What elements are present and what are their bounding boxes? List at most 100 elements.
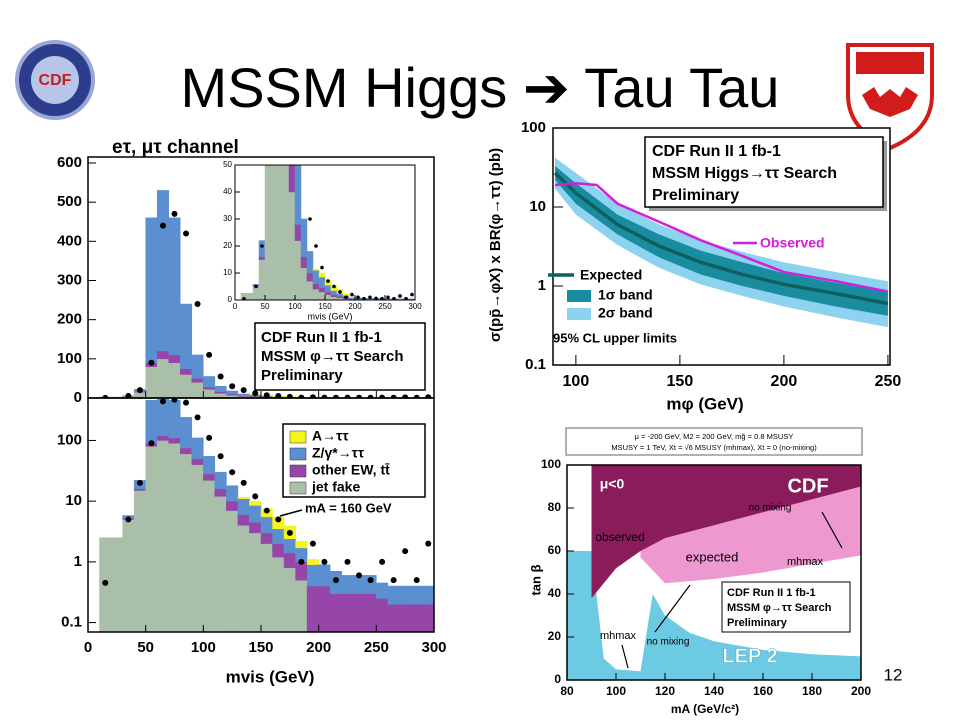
bar-segment [145, 366, 158, 398]
x-tick-label: 250 [875, 373, 902, 390]
data-point [275, 393, 282, 398]
header-text: μ = -200 GeV, M2 = 200 GeV, mg̃ = 0.8 MS… [635, 432, 794, 441]
bar-segment [191, 354, 204, 379]
data-point [136, 387, 143, 394]
x-axis-label: mφ (GeV) [666, 394, 743, 413]
x-tick-label: 150 [248, 639, 273, 656]
inset-bar-segment [306, 272, 314, 282]
bar-segment [260, 543, 273, 632]
bar-segment [226, 390, 239, 395]
annotation: mA = 160 GeV [305, 500, 392, 515]
bar-segment [318, 564, 331, 587]
data-point [240, 479, 247, 486]
data-point [229, 383, 236, 390]
x-tick-label: 100 [191, 639, 216, 656]
legend-label: 2σ band [598, 305, 653, 321]
annotation: μ<0 [600, 476, 625, 492]
logo-center [31, 56, 79, 104]
legend-box [282, 423, 426, 498]
inset-bar-segment [246, 293, 254, 300]
inset-bar-segment [336, 293, 344, 297]
annotation-arrow [621, 644, 629, 669]
inset-bar-segment [306, 280, 314, 300]
data-point [379, 558, 386, 565]
data-point [413, 394, 420, 398]
info-text: Preliminary [652, 187, 739, 204]
x-tick-label: 120 [655, 684, 675, 698]
logo-text: CDF [39, 72, 72, 89]
y-tick-label: 10 [65, 492, 82, 509]
header-box [565, 427, 863, 456]
data-point [159, 398, 166, 405]
data-point [159, 222, 166, 229]
legend-swatch [289, 481, 307, 495]
inset-bar-segment [300, 256, 308, 268]
x-tick-label: 100 [563, 373, 590, 390]
bar-segment [295, 579, 308, 632]
bar-segment [180, 447, 193, 455]
inset-data-point [380, 296, 384, 300]
inset-bar-segment [324, 291, 332, 295]
inset-bar-segment [348, 296, 356, 298]
bar-segment [237, 498, 250, 515]
info-box [721, 581, 851, 633]
data-point [194, 414, 201, 421]
data-point [275, 516, 282, 523]
data-point [344, 394, 351, 398]
bar-segment [306, 564, 319, 587]
bar-segment [203, 455, 216, 475]
bar-segment [191, 382, 204, 398]
x-tick-label: 80 [560, 684, 574, 698]
bar-segment [364, 593, 377, 632]
bar-segment [168, 362, 181, 398]
annotation: no mixing [647, 637, 690, 648]
bar-segment [156, 190, 169, 352]
page-number: 12 [884, 665, 903, 684]
bar-segment [180, 417, 193, 449]
data-point [217, 453, 224, 460]
inset-bar-segment [318, 291, 326, 300]
bar-segment [410, 604, 423, 632]
bar-segment [376, 582, 389, 599]
data-point [309, 540, 316, 547]
bar-segment [237, 393, 250, 396]
header-text: MSUSY = 1 TeV, Xt = √6 MSUSY (mhmax), Xt… [611, 443, 817, 452]
x-axis-label: mA (GeV/c²) [671, 702, 739, 716]
x-tick-label: 250 [364, 639, 389, 656]
data-point [252, 493, 259, 500]
y-tick-label: 100 [541, 457, 561, 471]
bar-segment [237, 525, 250, 632]
inset-data-point [404, 296, 408, 300]
inset-bar-segment [330, 294, 338, 298]
plot-area [567, 465, 861, 680]
x-tick-label: 200 [306, 639, 331, 656]
annotation: observed [595, 530, 644, 544]
x-tick-label: 0 [84, 639, 92, 656]
inset-bar-segment [288, 191, 296, 300]
data-point [148, 359, 155, 366]
inset-data-point [368, 295, 372, 300]
inset-bar-segment [396, 298, 404, 300]
legend-label: other EW, tt̄ [312, 461, 390, 477]
x-tick-label: 160 [753, 684, 773, 698]
line [553, 171, 889, 306]
data-point [148, 440, 155, 447]
info-text: Preliminary [261, 367, 343, 384]
bar-segment [399, 604, 412, 632]
inset-bar-segment [306, 251, 314, 274]
bar-segment [260, 516, 273, 534]
data-point [367, 394, 374, 398]
inset-data-point [374, 296, 378, 300]
bar-segment [410, 585, 423, 605]
legend-label: A→ττ [312, 428, 349, 444]
cdf-logo: CDF [15, 40, 95, 120]
exclusion-area [591, 465, 861, 599]
inset-data-point [344, 295, 348, 300]
inset-y-tick-label: 20 [223, 241, 232, 250]
bar-segment [306, 559, 319, 565]
inset-bar-segment [294, 240, 302, 300]
inset-y-tick-label: 40 [223, 187, 232, 196]
inset-bar-segment [258, 259, 266, 300]
data-point [390, 577, 397, 584]
bar-segment [422, 585, 434, 605]
